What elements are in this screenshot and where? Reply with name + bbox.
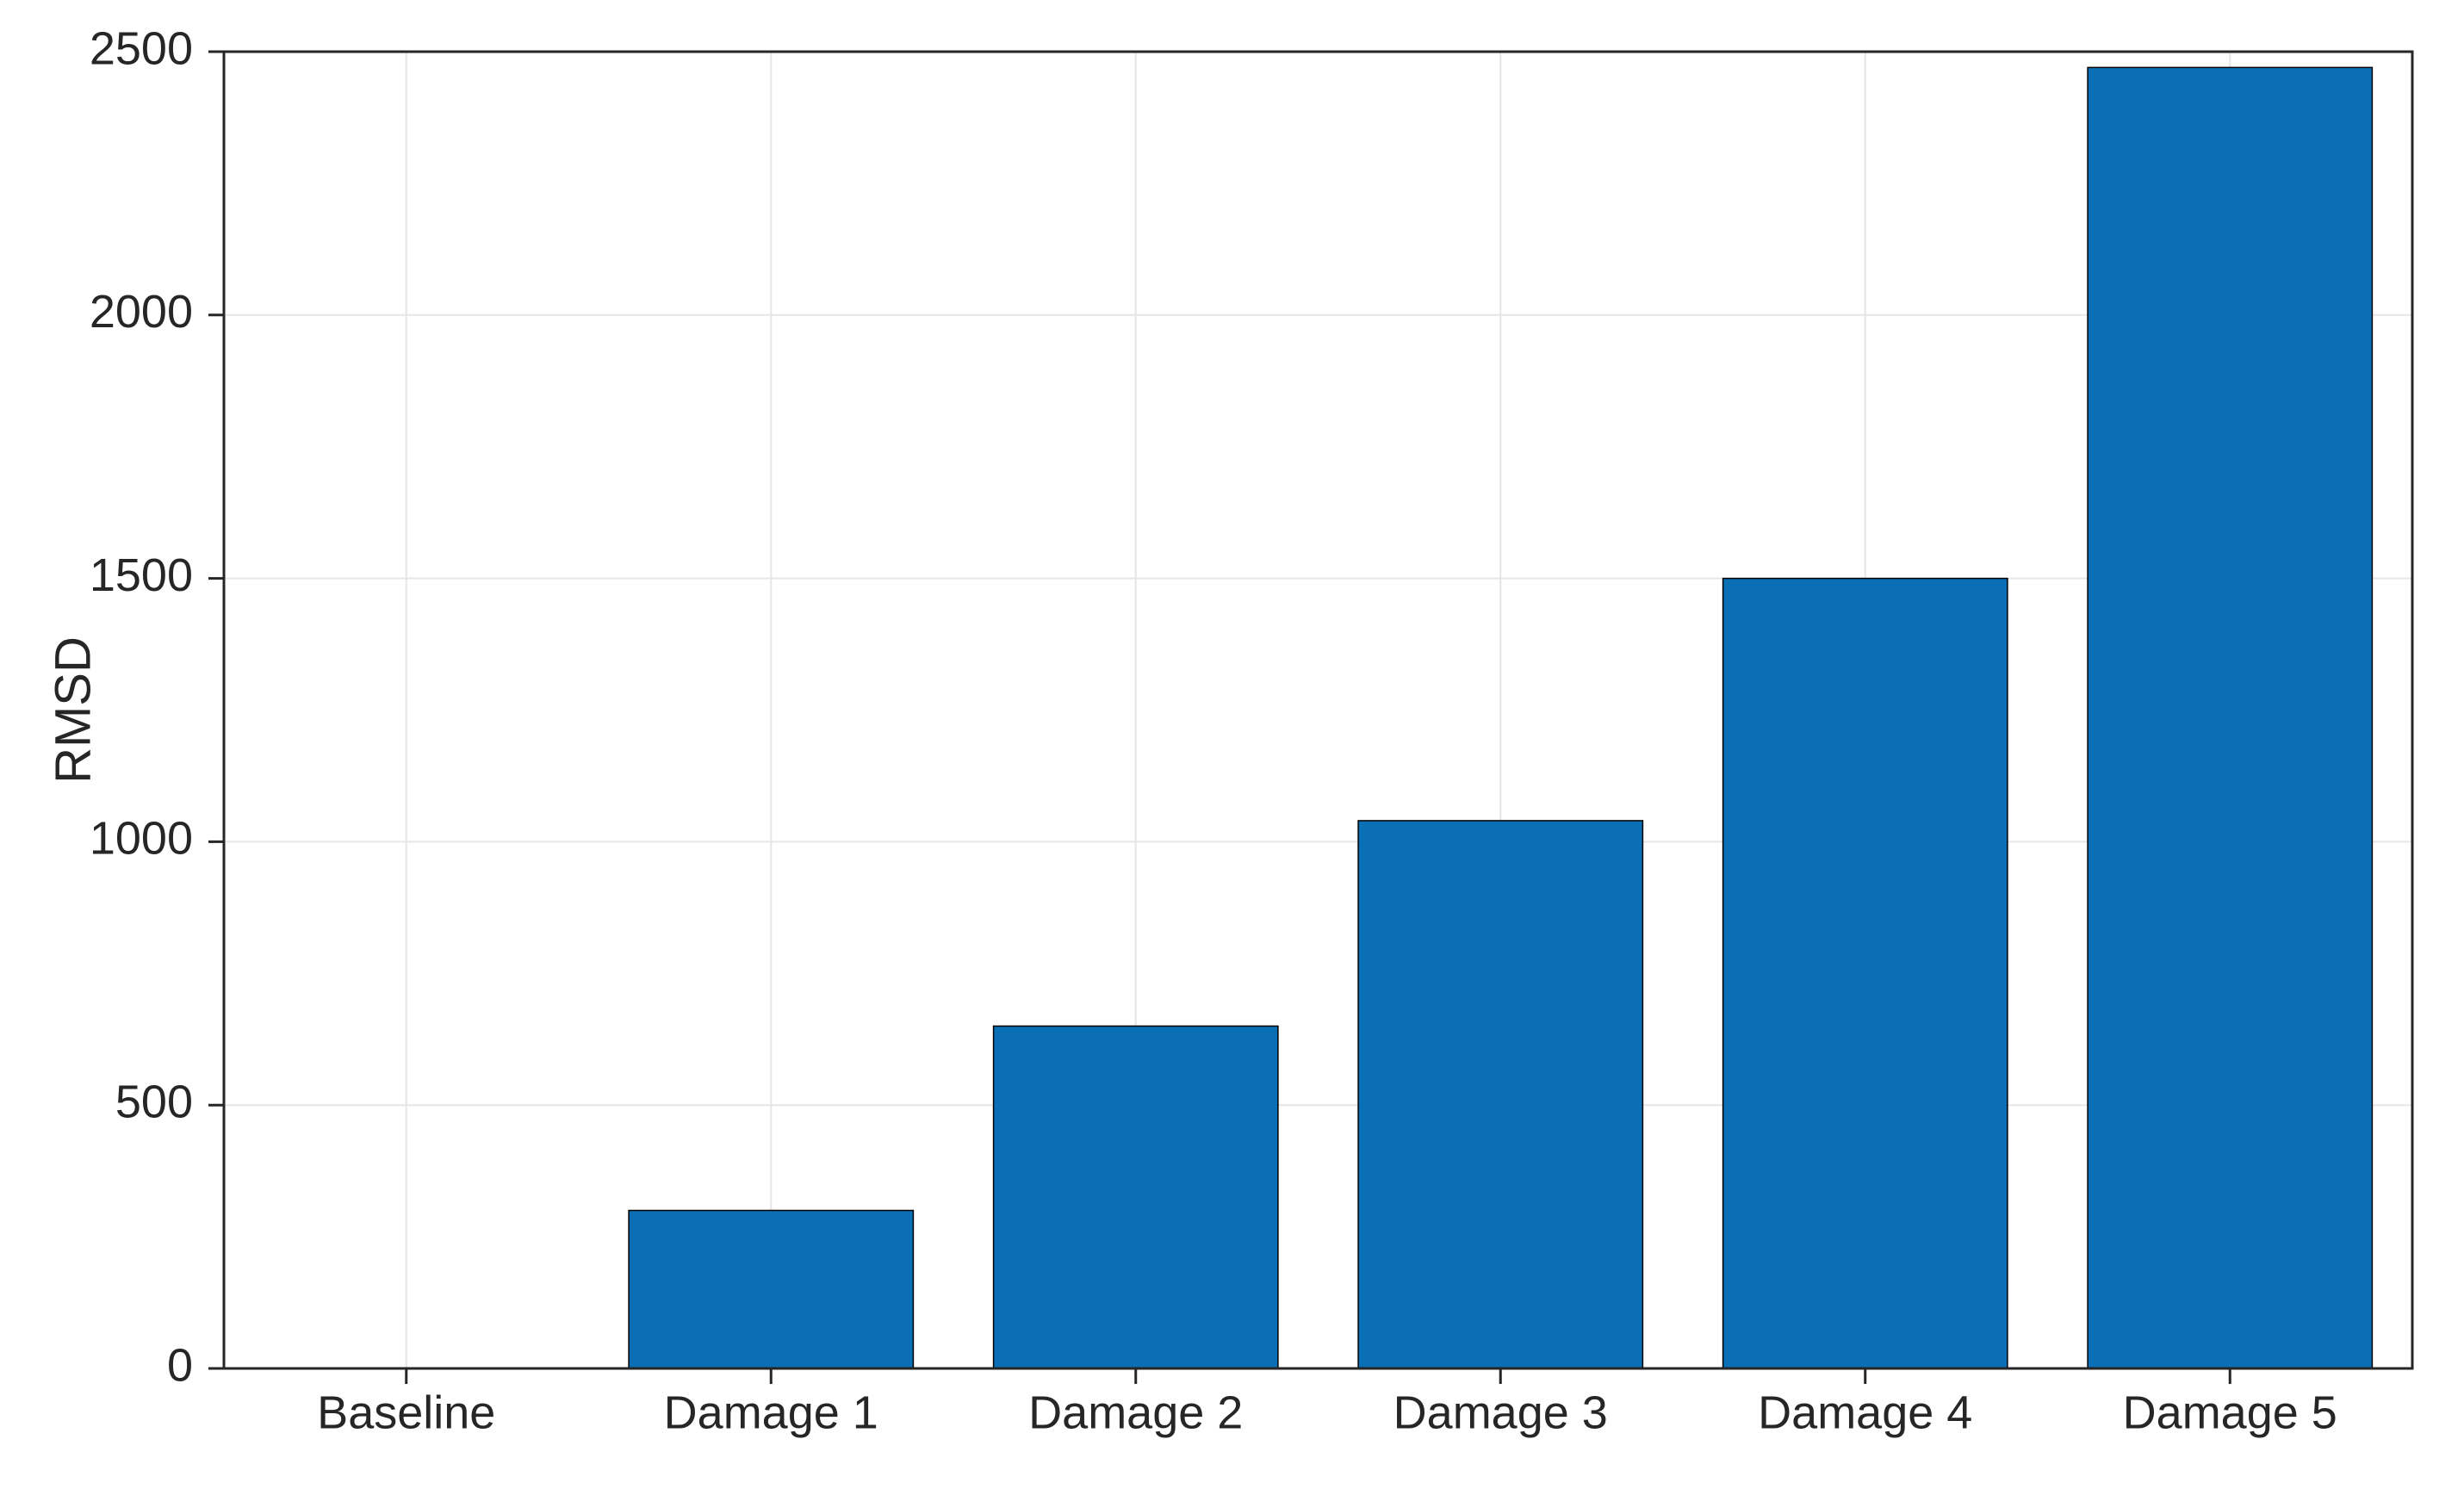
- x-tick-label: Damage 3: [1393, 1387, 1608, 1438]
- bar: [629, 1211, 913, 1368]
- chart-container: 0 500 1000 1500 2000 2500 Baseline Damage 1 Dama…: [0, 0, 2464, 1489]
- bar: [2088, 67, 2372, 1368]
- y-tick-label: 1000: [90, 813, 193, 865]
- x-tick-label: Damage 2: [1028, 1387, 1243, 1438]
- x-tick-label: Damage 4: [1758, 1387, 1972, 1438]
- y-axis-label: RMSD: [45, 636, 101, 784]
- y-tick-label: 1500: [90, 549, 193, 601]
- y-tick-label: 500: [115, 1076, 193, 1127]
- x-tick-label: Damage 1: [664, 1387, 878, 1438]
- y-tick-label: 0: [167, 1339, 193, 1391]
- x-tick-label: Damage 5: [2123, 1387, 2337, 1438]
- y-tick-label: 2000: [90, 286, 193, 338]
- y-tick-label: 2500: [90, 22, 193, 74]
- bar: [1358, 821, 1642, 1368]
- bar-chart: 0 500 1000 1500 2000 2500 Baseline Damage 1 Dama…: [0, 0, 2464, 1489]
- bar: [994, 1026, 1278, 1368]
- bar: [1723, 579, 2008, 1368]
- x-tick-label: Baseline: [317, 1387, 495, 1438]
